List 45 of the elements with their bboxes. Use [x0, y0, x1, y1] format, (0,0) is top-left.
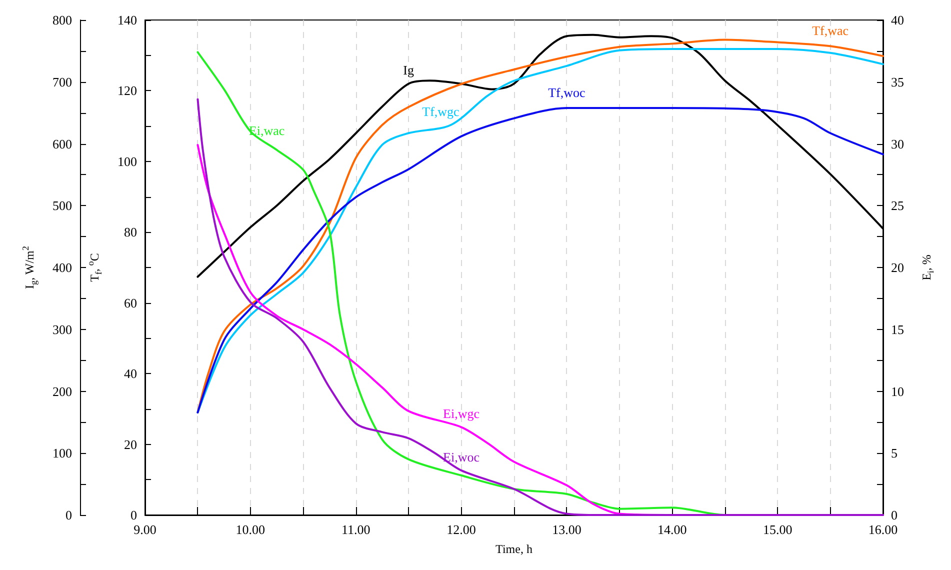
y3-tick-label: 300: [52, 322, 72, 337]
y-tick-label: 100: [118, 154, 137, 169]
x-tick-label: 15.00: [762, 522, 792, 537]
y2-tick-label: 15: [891, 322, 904, 337]
y2-tick-label: 5: [891, 446, 898, 461]
series-label: Ig: [403, 62, 414, 78]
y2-tick-label: 40: [891, 12, 904, 28]
x-tick-label: 11.00: [341, 522, 370, 537]
series-label: Ei,wgc: [443, 406, 480, 422]
series-label: Tf,wgc: [422, 104, 460, 120]
series-label: Ei,woc: [443, 449, 480, 464]
y3-tick-label: 800: [52, 12, 72, 28]
y2-tick-label: 0: [891, 508, 898, 522]
y2-tick-label: 25: [891, 198, 904, 214]
y2-tick-label: 10: [891, 384, 904, 399]
series-label: Ei,wac: [248, 122, 285, 138]
y3-tick-label: 500: [52, 198, 72, 214]
x-tick-label: 9.00: [134, 522, 156, 537]
y3-tick-label: 200: [52, 384, 72, 399]
y3-tick-label: 400: [52, 260, 72, 275]
y-tick-label: 40: [124, 366, 137, 382]
y3-tick-label: 700: [52, 74, 72, 90]
y-tick-label: 0: [130, 508, 137, 522]
x-axis-title: Time, h: [496, 542, 532, 556]
y3-tick-label: 600: [52, 136, 72, 152]
y3-tick-label: 100: [52, 446, 72, 461]
x-tick-label: 10.00: [236, 522, 266, 537]
y-tick-label: 120: [118, 83, 137, 98]
y2-tick-label: 20: [891, 260, 904, 275]
y-tick-label: 60: [124, 295, 137, 310]
y-axis-title: Tf, oC: [86, 253, 104, 282]
x-tick-label: 14.00: [658, 522, 687, 537]
y2-axis-title: Ei, %: [920, 254, 936, 280]
y3-tick-label: 0: [66, 508, 72, 522]
y2-tick-label: 30: [891, 136, 904, 152]
x-tick-label: 13.00: [552, 522, 582, 537]
y-tick-label: 80: [124, 224, 137, 240]
y-tick-label: 20: [124, 436, 137, 452]
series-label: Tf,wac: [812, 23, 849, 38]
y3-axis-title: Ig, W/m2: [20, 246, 38, 289]
x-tick-label: 16.00: [868, 522, 898, 537]
y2-tick-label: 35: [891, 74, 904, 90]
series-label: Tf,woc: [548, 85, 586, 100]
x-tick-label: 12.00: [446, 522, 476, 537]
y-tick-label: 140: [118, 12, 137, 28]
